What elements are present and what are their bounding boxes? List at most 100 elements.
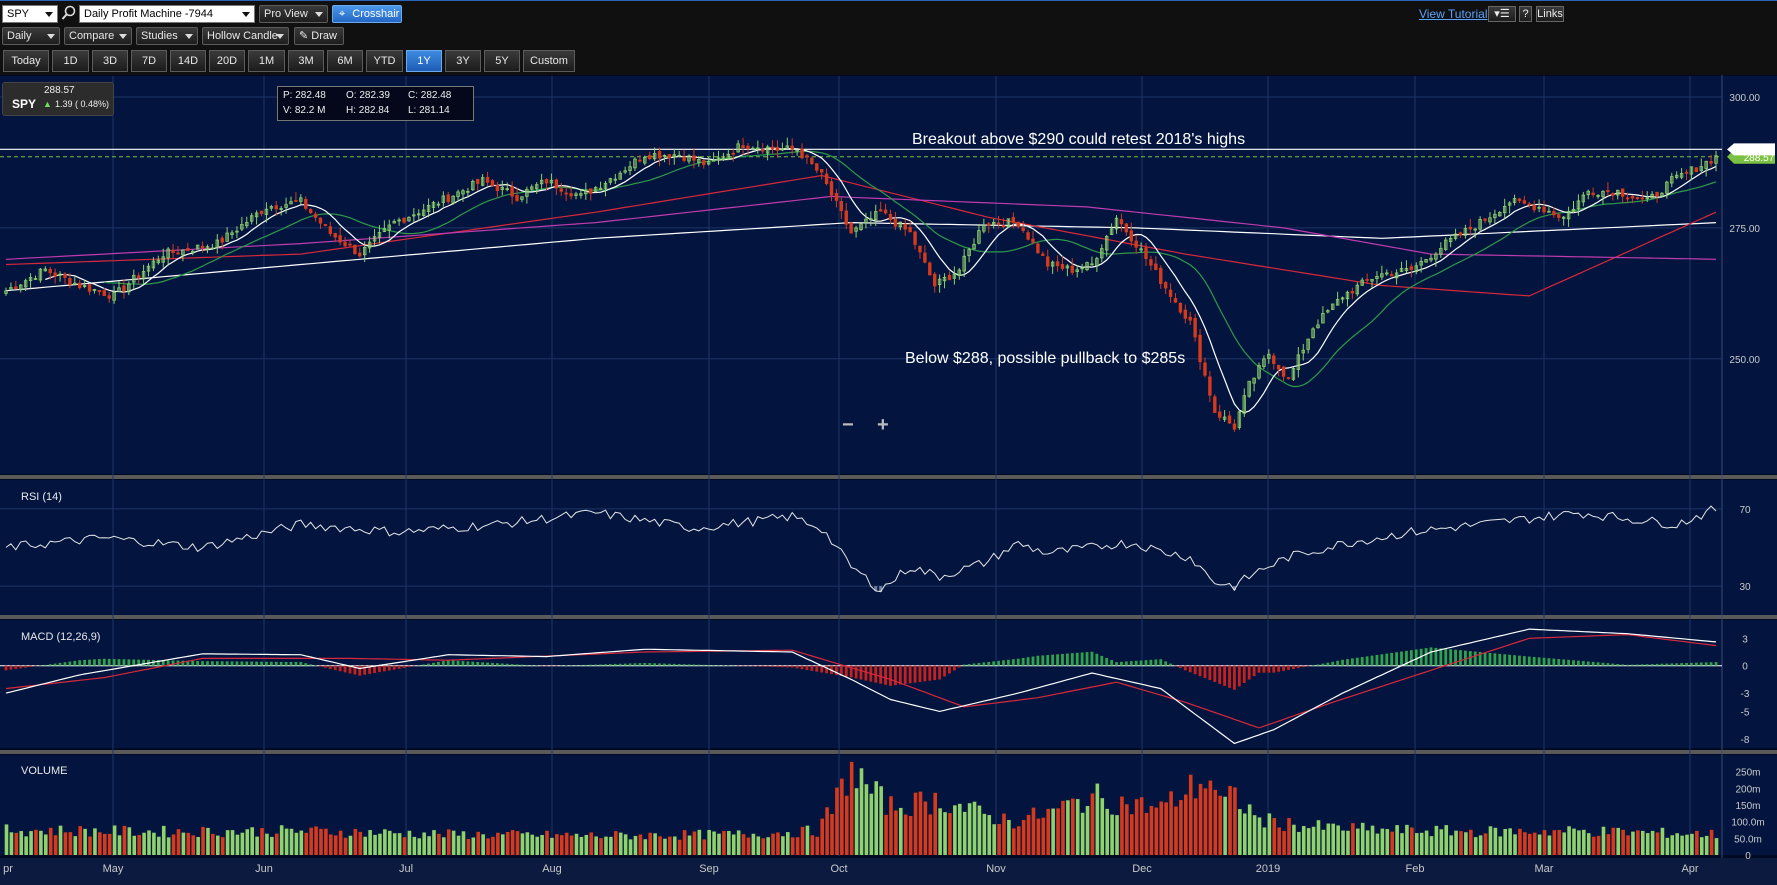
view-tutorial-link[interactable]: View Tutorial: [1419, 7, 1488, 21]
price-candle: [638, 154, 642, 163]
volume-bar: [717, 833, 721, 855]
range-button-1y[interactable]: 1Y: [406, 50, 442, 72]
macd-histogram-bar: [1375, 654, 1379, 666]
ohlc-close: C: 282.48: [408, 90, 452, 101]
range-button-1m[interactable]: 1M: [248, 50, 285, 72]
price-candle: [1360, 277, 1364, 286]
macd-histogram-bar: [1341, 659, 1344, 666]
price-candle: [299, 194, 303, 205]
range-button-14d[interactable]: 14D: [170, 50, 206, 72]
range-button-5y[interactable]: 5Y: [484, 50, 520, 72]
range-button-1d[interactable]: 1D: [52, 50, 89, 72]
volume-bar: [903, 814, 908, 855]
range-button-3d[interactable]: 3D: [92, 50, 128, 72]
candle-body: [156, 259, 161, 264]
macd-histogram-bar: [500, 663, 504, 666]
candle-body: [1542, 206, 1546, 213]
candle-body: [991, 221, 996, 225]
range-button-3m[interactable]: 3M: [288, 50, 324, 72]
candle-type-select[interactable]: Hollow Candle: [202, 27, 289, 45]
price-candle: [1203, 357, 1207, 378]
price-candle: [1154, 256, 1158, 271]
view-select[interactable]: Pro View: [259, 5, 328, 23]
price-candle: [996, 216, 1001, 229]
macd-histogram-bar: [938, 665, 942, 680]
price-candle: [1552, 207, 1556, 218]
help-button[interactable]: ?: [1519, 6, 1532, 22]
zoom-out-button[interactable]: −: [842, 414, 854, 436]
volume-bar: [962, 811, 967, 855]
range-button-3y[interactable]: 3Y: [445, 50, 481, 72]
macd-histogram-bar: [1193, 665, 1197, 675]
macd-histogram-bar: [368, 665, 372, 674]
macd-histogram-bar: [618, 663, 622, 666]
range-button-7d[interactable]: 7D: [131, 50, 167, 72]
price-candle: [102, 287, 106, 297]
volume-bar: [1518, 828, 1522, 855]
range-button-6m[interactable]: 6M: [327, 50, 363, 72]
studies-select[interactable]: Studies: [136, 27, 198, 45]
volume-bar: [874, 781, 879, 855]
macd-histogram-bar: [161, 660, 165, 666]
macd-histogram-bar: [1154, 659, 1158, 666]
volume-bar: [599, 838, 603, 855]
candle-body: [1424, 259, 1428, 263]
chart-area[interactable]: pr May Jun Jul Aug Sep Oct Nov Dec 2019 Feb Mar Apr 3…: [0, 75, 1777, 885]
macd-histogram-bar: [1670, 663, 1674, 666]
macd-histogram-bar: [1527, 656, 1531, 666]
macd-histogram-bar: [574, 665, 578, 666]
macd-histogram-bar: [1488, 652, 1492, 666]
scan-select[interactable]: Daily Profit Machine -7944: [79, 5, 255, 23]
volume-bar: [663, 838, 667, 855]
search-icon[interactable]: [61, 5, 78, 23]
price-candle: [1139, 242, 1143, 253]
zoom-in-button[interactable]: +: [877, 414, 889, 436]
draw-button[interactable]: ✎ Draw: [294, 27, 344, 45]
volume-bar: [368, 830, 372, 855]
candle-body: [549, 179, 554, 184]
crosshair-button[interactable]: ⌖ Crosshair: [332, 5, 402, 23]
price-candle: [23, 278, 28, 292]
range-button-custom[interactable]: Custom: [523, 50, 575, 72]
price-candle: [1041, 251, 1045, 257]
symbol-input[interactable]: SPY: [2, 5, 58, 23]
volume-bar: [215, 835, 220, 855]
links-button[interactable]: Links: [1536, 6, 1564, 22]
macd-histogram-bar: [1164, 661, 1168, 666]
menu-button[interactable]: ▾☰: [1488, 6, 1516, 22]
candle-body: [1507, 202, 1512, 206]
range-button-ytd[interactable]: YTD: [366, 50, 403, 72]
macd-histogram-bar: [672, 663, 676, 666]
macd-histogram-bar: [1257, 665, 1261, 673]
breakout-annotation[interactable]: Breakout above $290 could retest 2018's …: [912, 131, 1246, 148]
volume-bar: [1631, 831, 1635, 855]
price-candle: [751, 146, 755, 151]
menu-icon: ▾☰: [1494, 8, 1510, 20]
macd-histogram-bar: [1468, 651, 1472, 666]
range-button-today[interactable]: Today: [3, 50, 49, 72]
price-candle: [73, 275, 77, 286]
price-candle: [1424, 258, 1428, 263]
candle-body: [215, 239, 219, 249]
pullback-annotation[interactable]: Below $288, possible pullback to $285s: [905, 350, 1186, 367]
price-candle: [338, 227, 342, 246]
volume-bar: [1149, 805, 1154, 855]
candle-body: [1331, 303, 1335, 310]
period-select[interactable]: Daily: [2, 27, 60, 45]
volume-bar: [633, 835, 638, 855]
price-candle: [1168, 283, 1173, 303]
macd-histogram-bar: [1547, 658, 1551, 666]
price-panel: [0, 137, 1722, 432]
macd-histogram-bar: [142, 659, 145, 666]
price-candle: [834, 188, 839, 208]
range-button-20d[interactable]: 20D: [209, 50, 245, 72]
macd-histogram-bar: [594, 664, 598, 666]
volume-bar: [594, 836, 598, 855]
volume-bar: [250, 827, 254, 855]
volume-bar: [1444, 825, 1449, 855]
compare-select[interactable]: Compare: [64, 27, 132, 45]
volume-bar: [1134, 799, 1139, 855]
volume-bar: [564, 832, 569, 855]
candle-body: [1547, 210, 1551, 213]
price-candle: [662, 154, 667, 163]
